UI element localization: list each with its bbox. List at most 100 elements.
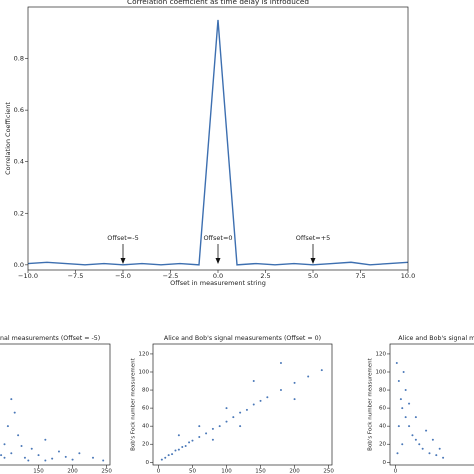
y-tick-label: 0.2 [14, 209, 24, 217]
y-tick-label: 80 [142, 388, 149, 394]
x-tick-label: −5.0 [115, 272, 131, 280]
point [418, 443, 421, 446]
arrow-head [310, 258, 316, 264]
point [6, 425, 9, 428]
y-axis-label: Bob's Fock number measurement [131, 357, 137, 450]
x-tick-label: 250 [323, 469, 334, 474]
axes-frame [152, 343, 333, 466]
y-tick-label: 100 [139, 369, 150, 375]
y-tick-label: 0 [146, 460, 150, 466]
point [91, 456, 94, 459]
point [171, 453, 174, 456]
point [239, 425, 242, 428]
point [191, 439, 194, 442]
point [164, 456, 167, 459]
point [279, 361, 282, 364]
point [211, 438, 214, 441]
point [17, 434, 20, 437]
x-tick-label: −10.0 [18, 272, 38, 280]
point [402, 370, 405, 373]
annotation: Offset=-5 [107, 234, 138, 242]
x-tick-label: 5.0 [308, 272, 318, 280]
point [218, 425, 221, 428]
point [20, 445, 23, 448]
point [259, 399, 262, 402]
point [396, 452, 399, 455]
chart-title: Alice and Bob's signal measurements (Off… [398, 335, 474, 342]
y-tick-label: 100 [376, 369, 387, 375]
point [435, 454, 438, 457]
point [404, 389, 407, 392]
x-tick-label: 2.5 [260, 272, 270, 280]
point [102, 459, 105, 462]
point [37, 454, 40, 457]
point [3, 443, 6, 446]
x-tick-label: 250 [101, 469, 112, 474]
x-axis-label: Offset in measurement string [170, 279, 266, 287]
point [293, 381, 296, 384]
point [181, 445, 184, 448]
y-tick-label: 0.4 [14, 158, 24, 166]
x-tick-label: 200 [289, 469, 300, 474]
y-tick-label: 0 [383, 460, 387, 466]
x-tick-label: 100 [221, 469, 232, 474]
x-tick-label: 200 [67, 469, 78, 474]
point [252, 403, 255, 406]
y-tick-label: 40 [142, 424, 149, 430]
point [408, 425, 411, 428]
point [44, 459, 47, 462]
point [10, 398, 13, 401]
point [421, 447, 424, 450]
arrow-head [215, 258, 221, 264]
point [211, 427, 214, 430]
y-axis-label: Bob's Fock number measurement [368, 357, 374, 450]
y-tick-label: 60 [379, 406, 386, 412]
axes-frame [389, 343, 474, 466]
point [167, 454, 170, 457]
point [428, 452, 431, 455]
point [442, 456, 445, 459]
point [411, 434, 414, 437]
point [404, 416, 407, 419]
chart-title: Correlation coefficient as time delay is… [127, 0, 309, 6]
x-tick-label: 0.0 [213, 272, 223, 280]
point [397, 425, 400, 428]
x-tick-label: 150 [255, 469, 266, 474]
point [408, 402, 411, 405]
point [425, 429, 428, 432]
point [177, 434, 180, 437]
y-tick-label: 20 [379, 442, 386, 448]
y-tick-label: 60 [142, 406, 149, 412]
point [3, 456, 6, 459]
x-tick-label: 50 [189, 469, 196, 474]
x-tick-label: 0 [394, 469, 398, 474]
point [395, 361, 398, 364]
point [198, 436, 201, 439]
y-tick-label: 120 [139, 351, 150, 357]
point [198, 425, 201, 428]
point [27, 459, 30, 462]
point [225, 407, 228, 410]
chart-title: Alice and Bob's signal measurements (Off… [0, 335, 100, 342]
point [188, 441, 191, 444]
point [293, 398, 296, 401]
point [13, 411, 16, 414]
point [44, 438, 47, 441]
point [184, 445, 187, 448]
point [57, 450, 60, 453]
annotation: Offset=+5 [296, 234, 331, 242]
point [23, 456, 26, 459]
y-axis-label: Correlation Coefficient [4, 102, 12, 175]
y-tick-label: 0.6 [14, 106, 24, 114]
chart-title: Alice and Bob's signal measurements (Off… [164, 335, 321, 342]
point [225, 420, 228, 423]
point [30, 447, 33, 450]
point [399, 398, 402, 401]
point [10, 452, 13, 455]
point [205, 432, 208, 435]
x-tick-label: 0 [157, 469, 161, 474]
point [320, 369, 323, 372]
y-tick-label: 80 [379, 388, 386, 394]
point [431, 438, 434, 441]
x-tick-label: 150 [33, 469, 44, 474]
